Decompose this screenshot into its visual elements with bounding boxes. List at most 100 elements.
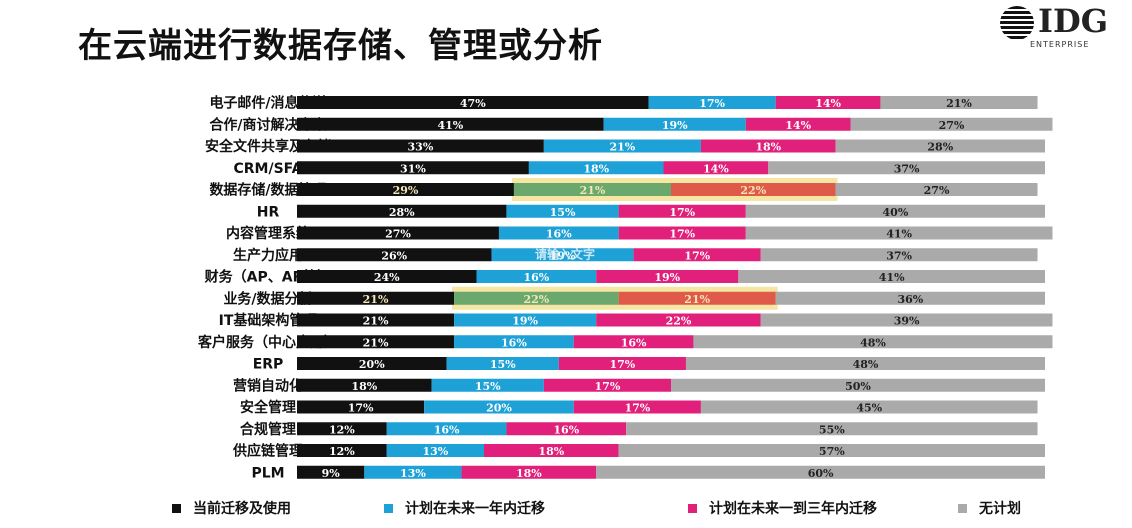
data-label: 16% [621, 336, 647, 349]
data-label: 16% [523, 271, 549, 284]
legend-label: 计划在未来一到三年内迁移 [709, 501, 877, 517]
bar-segment [850, 117, 1053, 131]
bar-segment [297, 335, 455, 349]
bar-segment [297, 291, 455, 305]
bar-segment [596, 465, 1045, 479]
bar-segment [297, 96, 649, 109]
bar-segment [693, 335, 1053, 349]
watermark-text: 请输入文字 [535, 246, 595, 261]
bar-segment [573, 335, 694, 349]
data-label: 21% [363, 336, 389, 349]
data-label: 28% [389, 206, 415, 219]
category-label: 内容管理系统 [226, 225, 310, 242]
data-label: 19% [512, 315, 538, 328]
data-label: 55% [819, 423, 845, 436]
bar-segment [513, 183, 671, 196]
category-label: 安全管理 [240, 399, 296, 416]
category-label: 业务/数据分析 [223, 290, 312, 307]
data-label: 41% [437, 119, 463, 132]
data-label: 48% [860, 336, 886, 349]
data-label: 31% [400, 162, 426, 175]
category-label: HR [257, 204, 280, 220]
data-label: 26% [381, 249, 407, 262]
bar-segment [386, 444, 484, 457]
bar-segment [297, 183, 514, 196]
bar-segment [506, 422, 627, 436]
data-label: 47% [460, 97, 486, 110]
bar-segment [596, 313, 761, 327]
legend-label: 当前迁移及使用 [193, 501, 291, 517]
data-label: 27% [924, 184, 950, 197]
bar-segment [775, 96, 881, 109]
bar-segment [745, 226, 1053, 240]
bar-segment [528, 161, 664, 175]
bar-segment [297, 422, 387, 436]
bar-segment [297, 139, 544, 153]
bar-segment [484, 444, 619, 457]
logo-subtext: ENTERPRISE [1030, 40, 1090, 49]
bar-segment [297, 357, 447, 370]
category-label: 合规管理 [240, 421, 296, 438]
data-label: 36% [897, 293, 923, 306]
data-label: 21% [609, 141, 635, 154]
bar-segment [297, 378, 432, 392]
category-label: IT基础架构管理 [219, 312, 318, 329]
data-label: 33% [408, 141, 434, 154]
bar-segment [745, 117, 851, 131]
data-label: 27% [939, 119, 965, 132]
data-label: 15% [490, 358, 516, 371]
bar-segment [297, 248, 492, 262]
bar-segment [626, 422, 1038, 436]
bar-segment [297, 400, 425, 414]
logo-text: IDG [1038, 2, 1109, 40]
data-label: 21% [363, 315, 389, 328]
bar-segment [543, 139, 701, 153]
data-label: 13% [422, 445, 448, 458]
bar-segment [506, 204, 619, 218]
data-label: 45% [856, 402, 882, 415]
data-label: 50% [845, 380, 871, 393]
data-label: 21% [580, 184, 606, 197]
data-label: 22% [666, 315, 692, 328]
data-label: 19% [550, 249, 576, 262]
bar-segment [558, 357, 686, 370]
data-label: 41% [886, 228, 912, 241]
data-label: 37% [886, 249, 912, 262]
bar-segment [775, 291, 1045, 305]
data-label: 60% [808, 467, 834, 480]
data-label: 12% [329, 423, 355, 436]
stacked-bar-chart: 电子邮件/消息传送 47% 17% 14% 21%合作/商讨解决方案 41% 19% 14% 2… [197, 95, 1053, 481]
legend-label: 计划在未来一年内迁移 [405, 501, 545, 517]
data-label: 16% [434, 423, 460, 436]
data-label: 21% [946, 97, 972, 110]
bar-segment [431, 378, 544, 392]
bar-segment [476, 270, 597, 283]
bar-segment [297, 444, 387, 457]
data-label: 21% [363, 293, 389, 306]
bar-segment [297, 161, 529, 175]
data-label: 40% [883, 206, 909, 219]
bar-segment [633, 248, 761, 262]
data-label: 14% [815, 97, 841, 110]
bar-segment [498, 226, 619, 240]
bar-segment [491, 248, 634, 262]
category-label: ERP [253, 357, 284, 373]
bar-segment [618, 204, 746, 218]
data-label: 22% [523, 293, 549, 306]
legend-swatch [958, 503, 967, 513]
data-label: 12% [329, 445, 355, 458]
bar-segment [700, 139, 836, 153]
data-label: 39% [894, 315, 920, 328]
legend-item: 无计划 [958, 498, 1021, 518]
bar-segment [700, 400, 1038, 414]
data-label: 16% [546, 228, 572, 241]
data-label: 9% [322, 467, 341, 480]
data-label: 20% [359, 358, 385, 371]
data-label: 27% [385, 228, 411, 241]
data-label: 18% [583, 162, 609, 175]
data-label: 15% [550, 206, 576, 219]
category-label: 营销自动化 [233, 377, 303, 394]
data-label: 21% [684, 293, 710, 306]
legend-label: 无计划 [979, 501, 1021, 517]
legend-swatch [172, 503, 181, 513]
